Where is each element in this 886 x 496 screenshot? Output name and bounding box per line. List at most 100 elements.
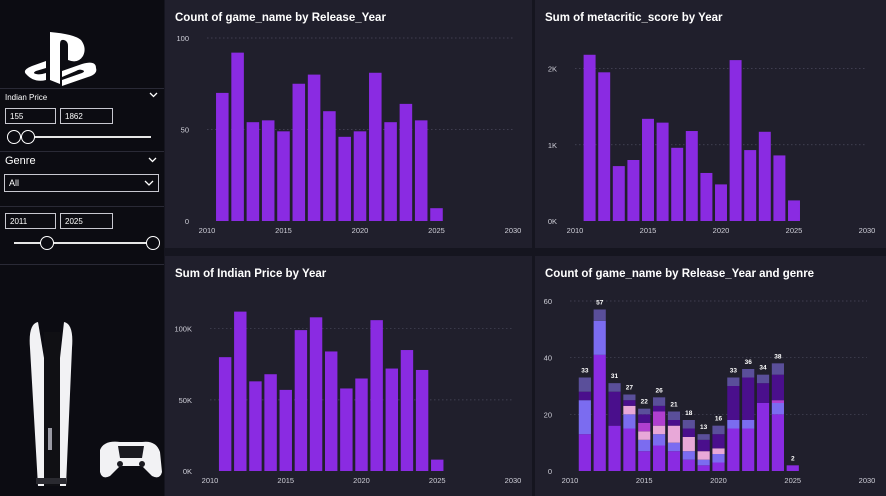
bar-segment [593, 320, 606, 355]
year-min-input[interactable]: 2011 [5, 213, 56, 229]
bar-segment [682, 451, 695, 460]
price-slider-track[interactable] [14, 136, 151, 138]
bar [309, 317, 323, 471]
x-tick-label: 2030 [505, 226, 522, 235]
stacked-bar-chart: 0 20 40 60 2010 2015 2020 2025 2030 33 57 31 27 22 26 2… [544, 297, 876, 485]
chevron-down-icon[interactable] [149, 92, 158, 98]
x-tick-label: 2020 [710, 476, 727, 485]
bar [729, 60, 742, 221]
x-tick-label: 2025 [786, 226, 803, 235]
bar [744, 150, 757, 221]
bar-segment [727, 420, 740, 429]
bar-segment [742, 377, 755, 420]
bar-segment [653, 425, 666, 435]
price-min-input[interactable]: 155 [5, 108, 56, 124]
data-label: 33 [730, 368, 738, 375]
bar-segment [638, 414, 651, 423]
bar-segment [771, 374, 784, 401]
bar-segment [712, 448, 725, 454]
bar-segment [712, 434, 725, 449]
x-tick-label: 2015 [277, 476, 294, 485]
chevron-down-icon[interactable] [148, 157, 157, 163]
x-tick-label: 2010 [202, 476, 219, 485]
data-label: 33 [581, 368, 589, 375]
bar [292, 83, 306, 221]
bar [307, 74, 321, 221]
bar [642, 118, 654, 221]
data-label: 34 [759, 365, 767, 372]
bar-segment [727, 386, 740, 420]
data-label: 26 [655, 387, 663, 394]
chevron-down-icon [144, 180, 154, 186]
bar [583, 54, 596, 222]
y-tick-label: 2K [548, 65, 557, 74]
x-tick-label: 2020 [353, 476, 370, 485]
bar-segment [727, 428, 740, 471]
bar-segment [653, 405, 666, 412]
bar-segment [742, 420, 755, 429]
bar [355, 378, 368, 471]
bar [399, 103, 413, 221]
price-max-input[interactable]: 1862 [60, 108, 113, 124]
bar [430, 208, 443, 221]
price-slider-low-handle[interactable] [7, 130, 21, 144]
y-tick-label: 0 [185, 217, 189, 226]
x-tick-label: 2010 [199, 226, 216, 235]
sidebar-divider [0, 151, 164, 152]
bar-segment [771, 400, 784, 403]
year-slider-track[interactable] [14, 242, 153, 244]
bar [627, 160, 640, 221]
bar-segment [638, 451, 651, 471]
bar-segment [653, 397, 666, 406]
bar-segment [638, 422, 651, 432]
bar [216, 92, 229, 222]
bar-segment [638, 408, 651, 415]
bar [431, 459, 444, 471]
bar [758, 131, 771, 221]
bar-segment [712, 425, 725, 435]
data-label: 16 [715, 416, 723, 423]
chart-title: Sum of Indian Price by Year [175, 268, 327, 280]
bar [369, 72, 382, 222]
bar [385, 368, 399, 471]
panel-metacritic-by-year: Sum of metacritic_score by Year 0K 1K 2K 20… [535, 0, 886, 248]
bar-segment [786, 465, 799, 471]
bar-segment [682, 459, 695, 471]
x-tick-label: 2015 [640, 226, 657, 235]
bar-segment [653, 411, 666, 426]
panel-price-by-year: Sum of Indian Price by Year 0K 50K 100K 201… [165, 256, 532, 496]
year-slider-low-handle[interactable] [40, 236, 55, 250]
ps5-console-image [29, 322, 162, 486]
genre-dropdown[interactable]: All [4, 174, 159, 192]
bar-segment [682, 420, 695, 429]
bar-chart: 0 50 100 2010 2015 2020 2025 2030 [176, 34, 522, 235]
bar-segment [667, 442, 681, 452]
bar-segment [638, 431, 651, 440]
data-label: 31 [611, 373, 619, 380]
bar [277, 131, 290, 221]
year-slider-high-handle[interactable] [146, 236, 160, 250]
panel-count-by-year-genre: Count of game_name by Release_Year and g… [535, 256, 886, 496]
x-tick-label: 2020 [713, 226, 730, 235]
sidebar-divider [0, 264, 164, 265]
bar-segment [578, 400, 591, 435]
x-tick-label: 2020 [352, 226, 369, 235]
bar [279, 389, 292, 471]
price-slider-high-handle[interactable] [20, 130, 35, 144]
bar [415, 369, 429, 471]
bar [340, 388, 353, 471]
sidebar-divider [0, 88, 164, 89]
bar [261, 120, 275, 221]
bar-segment [578, 434, 591, 471]
bar [612, 166, 625, 221]
bar [246, 122, 260, 221]
chart-title: Count of game_name by Release_Year and g… [545, 268, 815, 280]
bar-segment [623, 414, 636, 429]
year-max-input[interactable]: 2025 [60, 213, 113, 229]
bar [370, 320, 383, 471]
bar-segment [682, 428, 695, 437]
bar [218, 357, 232, 471]
bar [773, 155, 786, 221]
bar-segment [742, 369, 755, 378]
y-tick-label: 0 [548, 467, 552, 476]
